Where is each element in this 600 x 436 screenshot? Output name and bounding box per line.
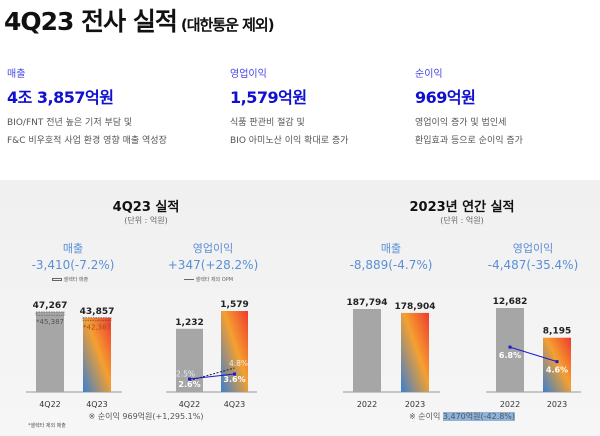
excl-selecta-label: *42,387 [83,323,111,331]
metric-delta: -3,410(-7.2%) [31,258,115,272]
kpi-desc: BIO 아미노산 이익 확대로 증가 [230,136,349,146]
opm-point [508,345,512,349]
net-income-note: ※ 순이익 969억원(+1,295.1%) [88,412,204,421]
section-title: 2023년 연간 실적 [409,200,515,215]
excl-selecta-label: *45,387 [36,318,64,326]
category-label: 4Q22 [179,400,201,409]
bar-value-label: 1,232 [175,318,203,328]
title-subtitle: (대한통운 제외) [180,16,275,34]
category-label: 2022 [357,400,377,409]
page-title: 4Q23 전사 실적 (대한통운 제외) [4,2,275,38]
bar-4Q23 [221,311,248,392]
metric-delta: +347(+28.2%) [167,258,259,272]
kpi-desc: 영업이익 증가 및 법인세 [415,118,507,128]
bar-2022 [353,309,381,392]
net-income-note: ※ 순이익 3,470억원(-42.8%) [408,411,516,422]
legend: 셀렉타 제외 OPM [184,276,233,283]
kpi-label: 순이익 [415,69,443,80]
metric-delta: -8,889(-4.7%) [349,258,433,272]
kpi-value: 4조 3,857억원 [7,88,114,107]
bar-value-label: 43,857 [80,307,115,317]
opm-line [509,346,558,363]
selecta-segment [35,311,65,316]
legend: 셀렉타 매출 [52,276,88,283]
category-label: 4Q22 [39,400,61,409]
metric-delta: -4,487(-35.4%) [487,258,579,272]
bar-4Q22 [36,312,64,392]
opm-label: 2.6% [178,380,200,389]
unit-label: (단위 : 억원) [440,216,484,225]
selecta-segment [82,317,112,321]
category-label: 2022 [500,400,520,409]
kpi-desc: 환입효과 등으로 순이익 증가 [415,136,523,146]
legend-box-icon [52,278,62,281]
bar-value-label: 47,267 [33,301,68,311]
metric-title: 영업이익 [192,242,234,255]
category-label: 4Q23 [224,400,246,409]
opm-label: 6.8% [499,351,521,360]
opm-point [188,377,191,381]
section-title: 4Q23 실적 [112,200,180,215]
kpi-value: 1,579억원 [230,88,307,107]
category-label: 2023 [405,400,425,409]
title-text: 4Q23 전사 실적 [4,7,178,36]
category-label: 2023 [547,400,567,409]
opm-excl-label: 2.5% [176,370,195,379]
kpi-desc: 식품 판관비 절감 및 [230,118,305,128]
kpi-label: 영업이익 [230,69,267,80]
metric-title: 영업이익 [512,242,554,255]
opm-excl-label: 4.8% [229,359,248,368]
kpi-sales: 매출 4조 3,857억원 BIO/FNT 전년 높은 기저 부담 및 F&C … [7,65,167,150]
legend-label: 셀렉타 제외 OPM [195,277,234,283]
category-label: 4Q23 [86,400,108,409]
bar-value-label: 12,682 [493,297,528,307]
metric-title: 매출 [380,242,402,255]
opm-line [189,373,235,380]
unit-label: (단위 : 억원) [124,216,168,225]
opm-label: 3.6% [223,375,245,384]
opm-label: 4.6% [546,366,568,375]
kpi-desc: F&C 비우호적 사업 환경 영향 매출 역성장 [7,136,167,146]
opm-point [233,372,236,376]
bar-2023 [401,312,429,392]
bar-4Q23 [83,317,111,392]
opm-point [555,360,559,364]
bar-2023 [543,337,571,392]
kpi-net-income: 순이익 969억원 영업이익 증가 및 법인세 환입효과 등으로 순이익 증가 [415,65,523,150]
kpi-value: 969억원 [415,88,476,107]
kpi-desc: BIO/FNT 전년 높은 기저 부담 및 [7,118,133,128]
note-prefix: ※ 순이익 [408,412,443,421]
bar-4Q22 [176,328,203,392]
legend-line-icon [184,279,194,280]
kpi-operating-profit: 영업이익 1,579억원 식품 판관비 절감 및 BIO 아미노산 이익 확대로… [230,65,348,150]
bar-value-label: 1,579 [220,300,248,310]
footnote: *셀렉타 제외 매출 [28,423,66,429]
kpi-label: 매출 [7,69,26,80]
bar-value-label: 187,794 [347,298,388,308]
bar-value-label: 8,195 [543,327,571,337]
metric-title: 매출 [62,242,84,255]
legend-label: 셀렉타 매출 [63,277,89,283]
bar-value-label: 178,904 [395,302,436,312]
note-highlight: 3,470억원(-42.8%) [442,412,516,421]
